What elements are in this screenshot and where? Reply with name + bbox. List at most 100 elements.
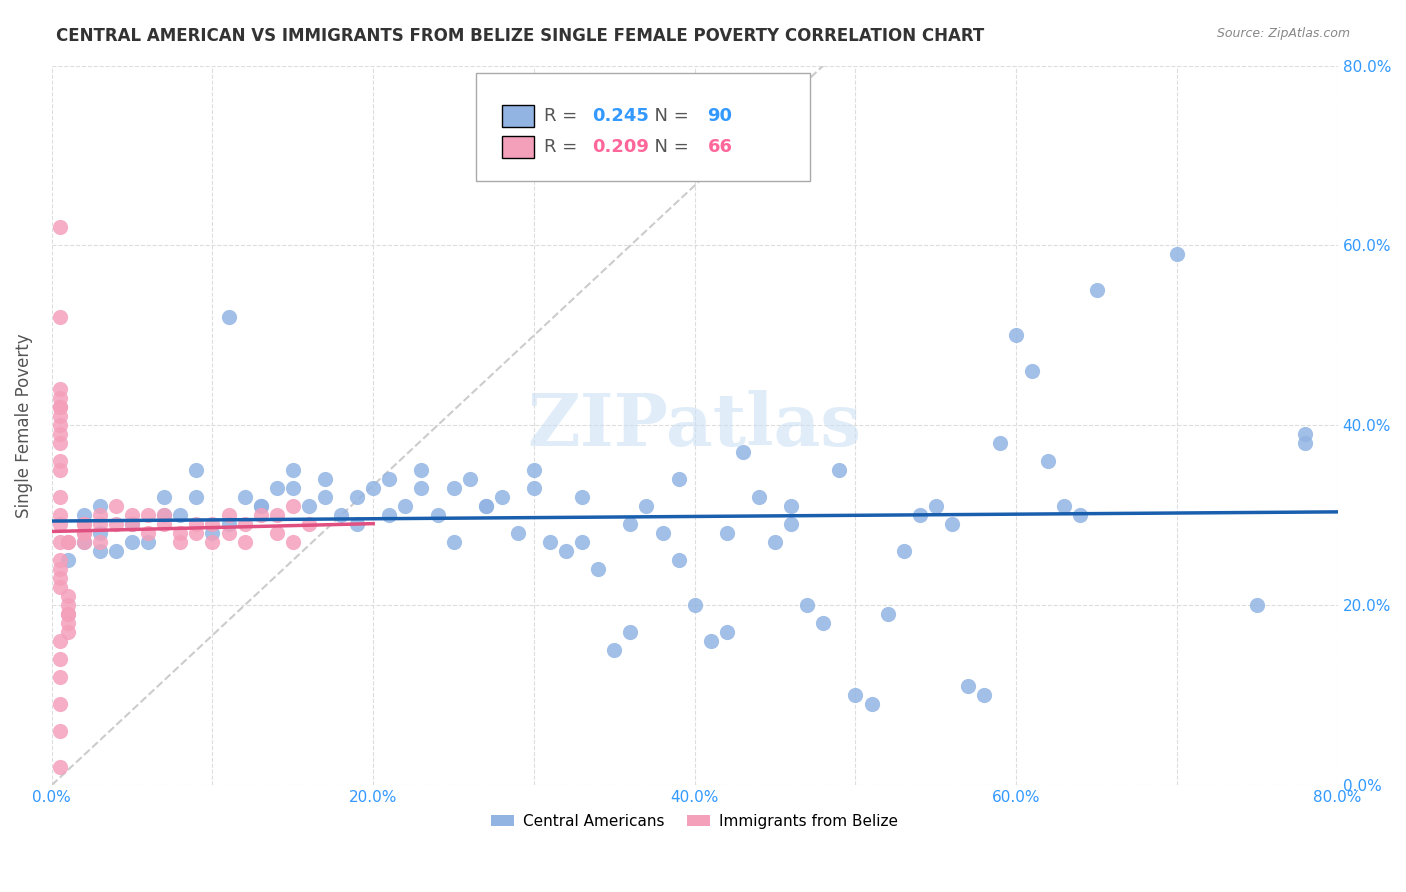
Point — [474, 500, 496, 514]
Point — [153, 508, 176, 523]
Point — [281, 535, 304, 549]
Point — [828, 463, 851, 477]
Point — [716, 625, 738, 640]
Point — [121, 535, 143, 549]
Point — [603, 643, 626, 657]
Point — [249, 500, 271, 514]
Point — [186, 463, 208, 477]
Point — [56, 553, 79, 567]
Point — [218, 310, 240, 325]
Point — [619, 517, 641, 532]
Point — [668, 472, 690, 486]
Point — [298, 500, 321, 514]
Point — [49, 436, 72, 450]
Point — [1069, 508, 1091, 523]
Point — [1085, 284, 1108, 298]
FancyBboxPatch shape — [502, 136, 534, 158]
Point — [56, 607, 79, 622]
Point — [49, 491, 72, 505]
Text: R =: R = — [544, 138, 583, 156]
Text: 0.209: 0.209 — [592, 138, 648, 156]
Point — [314, 472, 336, 486]
Point — [1246, 598, 1268, 612]
Point — [105, 544, 128, 558]
Point — [378, 508, 401, 523]
Point — [121, 517, 143, 532]
Point — [121, 517, 143, 532]
Point — [49, 670, 72, 684]
Point — [153, 491, 176, 505]
Point — [49, 517, 72, 532]
Point — [411, 481, 433, 495]
Point — [49, 508, 72, 523]
Point — [506, 526, 529, 541]
Point — [538, 535, 561, 549]
Point — [169, 526, 191, 541]
Point — [523, 463, 546, 477]
Point — [346, 517, 368, 532]
Text: N =: N = — [644, 107, 695, 125]
Point — [876, 607, 898, 622]
Point — [266, 481, 288, 495]
Text: N =: N = — [644, 138, 695, 156]
Point — [1295, 427, 1317, 442]
Point — [49, 724, 72, 739]
Point — [443, 481, 465, 495]
Point — [186, 517, 208, 532]
Point — [925, 500, 948, 514]
Point — [973, 688, 995, 702]
Point — [266, 508, 288, 523]
Y-axis label: Single Female Poverty: Single Female Poverty — [15, 333, 32, 517]
Point — [218, 526, 240, 541]
Point — [89, 517, 111, 532]
Point — [49, 220, 72, 235]
Point — [56, 535, 79, 549]
Point — [218, 508, 240, 523]
Text: 66: 66 — [707, 138, 733, 156]
Point — [700, 634, 723, 648]
Point — [49, 401, 72, 415]
Point — [571, 535, 593, 549]
Point — [780, 517, 803, 532]
Point — [153, 508, 176, 523]
Point — [49, 571, 72, 585]
Point — [49, 634, 72, 648]
Point — [136, 526, 159, 541]
Text: 90: 90 — [707, 107, 733, 125]
Point — [619, 625, 641, 640]
Point — [586, 562, 609, 576]
Point — [73, 526, 96, 541]
Point — [105, 500, 128, 514]
Point — [73, 535, 96, 549]
Point — [1005, 328, 1028, 343]
Point — [89, 508, 111, 523]
FancyBboxPatch shape — [477, 73, 810, 181]
Point — [233, 517, 256, 532]
Point — [49, 409, 72, 424]
Point — [683, 598, 706, 612]
Point — [378, 472, 401, 486]
Point — [49, 383, 72, 397]
Point — [73, 535, 96, 549]
Point — [56, 625, 79, 640]
Point — [233, 491, 256, 505]
Point — [49, 562, 72, 576]
Text: R =: R = — [544, 107, 583, 125]
Point — [56, 607, 79, 622]
Point — [571, 491, 593, 505]
Point — [169, 508, 191, 523]
FancyBboxPatch shape — [502, 105, 534, 127]
Point — [763, 535, 786, 549]
Point — [49, 401, 72, 415]
Point — [169, 535, 191, 549]
Point — [49, 454, 72, 468]
Point — [330, 508, 353, 523]
Point — [249, 500, 271, 514]
Point — [49, 697, 72, 711]
Point — [1038, 454, 1060, 468]
Point — [523, 481, 546, 495]
Point — [49, 427, 72, 442]
Point — [201, 526, 224, 541]
Point — [73, 517, 96, 532]
Point — [281, 463, 304, 477]
